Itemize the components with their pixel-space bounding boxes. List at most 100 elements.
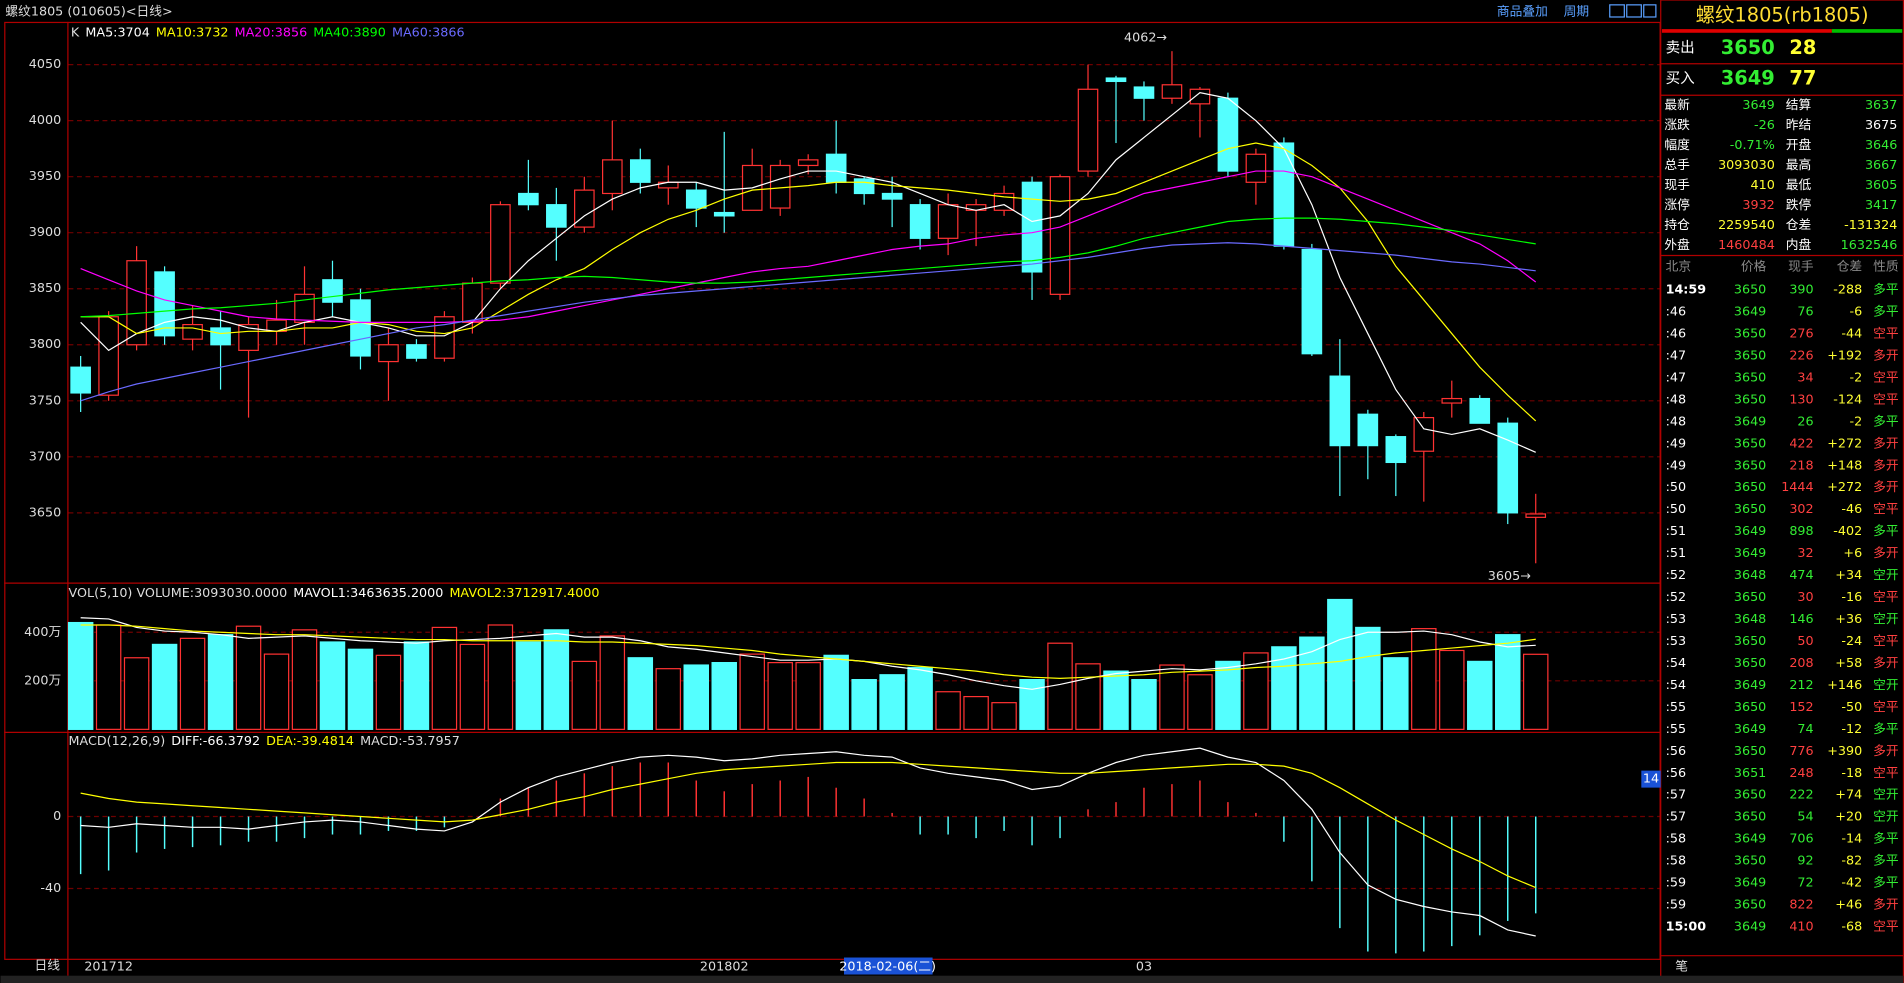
icon-button[interactable] [1643,4,1657,18]
volume-bar [1299,636,1325,730]
tick-nature: 多开 [1873,546,1899,561]
tick-nature: 空平 [1873,590,1899,605]
tick-nature: 空开 [1873,678,1899,693]
overlay-button[interactable]: 商品叠加 [1497,5,1548,20]
candle-body [490,204,511,284]
tick-time: :47 [1666,348,1687,363]
tick-price: 3650 [1734,283,1766,298]
legend-item: VOL(5,10) VOLUME:3093030.0000 [69,586,288,601]
candle-body [853,178,875,195]
tick-price: 3650 [1734,502,1766,517]
tick-time: :54 [1666,678,1687,693]
candle-body [685,189,707,209]
icon-button[interactable] [1609,4,1625,18]
tick-time: :49 [1666,436,1687,451]
tick-time: :56 [1666,766,1687,781]
tick-time: :48 [1666,414,1687,429]
quote-label: 最低 [1786,178,1812,193]
y-tick-label: 4050 [29,57,61,72]
tick-time: :55 [1666,700,1687,715]
candle-body [1413,416,1435,452]
volume-bar [403,641,430,730]
legend-item: MA5:3704 [85,25,149,40]
tick-change: +146 [1827,678,1862,693]
tick-time: :52 [1666,568,1687,583]
tick-nature: 多平 [1873,832,1899,847]
volume-bar [123,657,150,730]
tick-nature: 空平 [1873,634,1899,649]
period-button[interactable]: 周期 [1564,5,1589,20]
volume-bar [1383,657,1409,730]
quote-panel [1660,0,1904,983]
tick-change: +46 [1835,898,1862,913]
candle-body [1021,181,1043,273]
volume-bar [767,662,793,730]
tab[interactable]: 笔 [1675,959,1688,975]
volume-bar [319,641,346,730]
tick-volume: 50 [1797,634,1813,649]
tick-change: +34 [1835,568,1862,583]
volume-bar [1019,678,1045,730]
tick-nature: 空开 [1873,568,1899,583]
volume-bar [1355,626,1381,730]
tick-change: -16 [1841,590,1862,605]
tick-time: :58 [1666,832,1687,847]
candle-body [322,279,343,303]
period-label: 日线 [35,959,61,974]
volume-bar [1522,653,1549,730]
legend-item: MACD(12,26,9) [69,734,166,749]
candle-body [1273,142,1295,247]
volume-bar [1411,628,1437,730]
tick-volume: 130 [1789,392,1813,407]
volume-bar [543,629,570,730]
tick-price: 3650 [1734,744,1766,759]
tick-nature: 空平 [1873,392,1899,407]
tick-volume: 30 [1797,590,1813,605]
legend-item: MACD:-53.7957 [360,734,460,749]
tick-time: :48 [1666,392,1687,407]
marker: 14 [1643,772,1659,787]
volume-bar [1495,634,1521,730]
tick-volume: 34 [1797,370,1813,385]
volume-bar [431,626,458,730]
volume-bar [235,625,262,730]
tick-volume: 822 [1789,898,1813,913]
candle-body [1469,397,1491,424]
candle-body [1441,397,1463,404]
candle-body [154,271,175,337]
quote-value: 1632546 [1841,238,1898,253]
tick-nature: 多开 [1873,348,1899,363]
tick-price: 3649 [1734,678,1766,693]
tick-price: 3650 [1734,634,1766,649]
volume-bar [487,624,514,730]
candle-body [601,159,623,195]
tick-nature: 多平 [1873,854,1899,869]
tick-volume: 474 [1789,568,1813,583]
icon-button[interactable] [1626,4,1642,18]
volume-bar [739,653,765,730]
tick-price: 3650 [1734,480,1766,495]
tick-volume: 222 [1789,788,1813,803]
volume-bar [1075,663,1101,730]
quote-value: 2259540 [1718,218,1775,233]
legend-item: K [71,25,80,40]
tick-volume: 390 [1789,283,1813,298]
quote-label: 最新 [1664,97,1690,113]
tick-time: :52 [1666,590,1687,605]
tick-change: -12 [1841,722,1862,737]
tick-price: 3650 [1734,656,1766,671]
tick-change: -50 [1841,700,1862,715]
volume-bar [627,657,654,730]
tick-time: :50 [1666,480,1687,495]
legend-item: DEA:-39.4814 [266,734,354,749]
tick-nature: 多平 [1873,524,1899,539]
tick-price: 3649 [1734,524,1766,539]
tick-change: +36 [1835,612,1862,627]
tick-volume: 1444 [1781,480,1813,495]
tick-nature: 空平 [1873,326,1899,341]
candle-body [1357,413,1379,447]
tick-nature: 多平 [1873,876,1899,891]
candle-body [1077,88,1099,172]
tick-volume: 54 [1797,810,1813,825]
